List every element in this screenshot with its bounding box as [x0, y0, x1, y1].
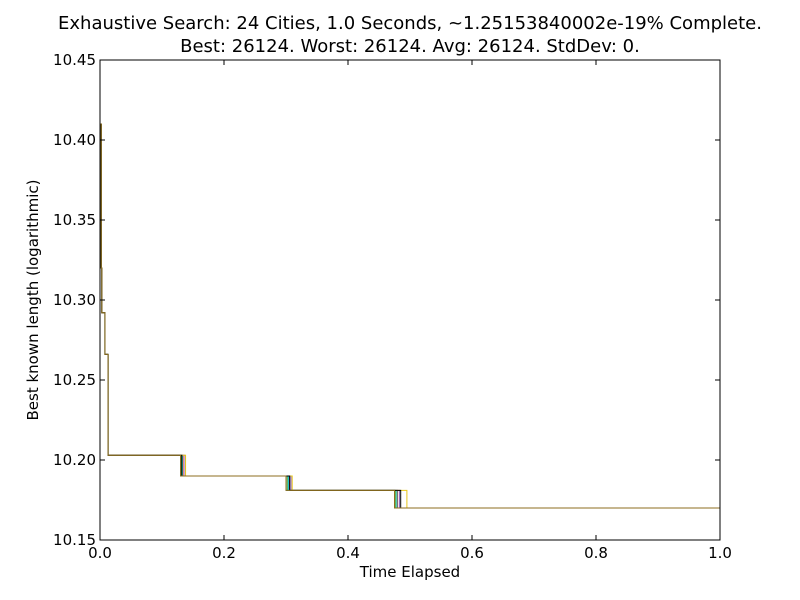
- series-line-6: [100, 123, 720, 509]
- x-tick-label: 0.0: [88, 544, 112, 562]
- y-tick-label: 10.20: [53, 451, 96, 469]
- series-line-3: [100, 123, 720, 509]
- x-tick-label: 1.0: [708, 544, 732, 562]
- series-line-1: [100, 123, 720, 509]
- series-line-2: [100, 123, 720, 509]
- y-tick-label: 10.15: [53, 531, 96, 549]
- series-line-7: [100, 123, 720, 509]
- series-line-0: [100, 123, 720, 509]
- chart-subtitle: Best: 26124. Worst: 26124. Avg: 26124. S…: [180, 36, 640, 57]
- y-tick-label: 10.40: [53, 131, 96, 149]
- tick-layer: 0.0 0.2 0.4 0.6 0.8 1.0 10.15 10.20 10.25 10.30 10…: [53, 51, 732, 562]
- y-axis-label: Best known length (logarithmic): [24, 180, 42, 421]
- x-tick-label: 0.2: [212, 544, 236, 562]
- x-tick-label: 0.8: [584, 544, 608, 562]
- y-tick-label: 10.25: [53, 371, 96, 389]
- y-tick-label: 10.35: [53, 211, 96, 229]
- series-layer: [100, 123, 720, 509]
- y-tick-label: 10.30: [53, 291, 96, 309]
- chart-title: Exhaustive Search: 24 Cities, 1.0 Second…: [58, 13, 762, 34]
- x-tick-label: 0.4: [336, 544, 360, 562]
- x-axis-label: Time Elapsed: [359, 563, 460, 581]
- series-line-5: [100, 123, 720, 509]
- series-line-4: [100, 123, 720, 509]
- x-tick-label: 0.6: [460, 544, 484, 562]
- y-tick-label: 10.45: [53, 51, 96, 69]
- plot-frame: [99, 59, 721, 541]
